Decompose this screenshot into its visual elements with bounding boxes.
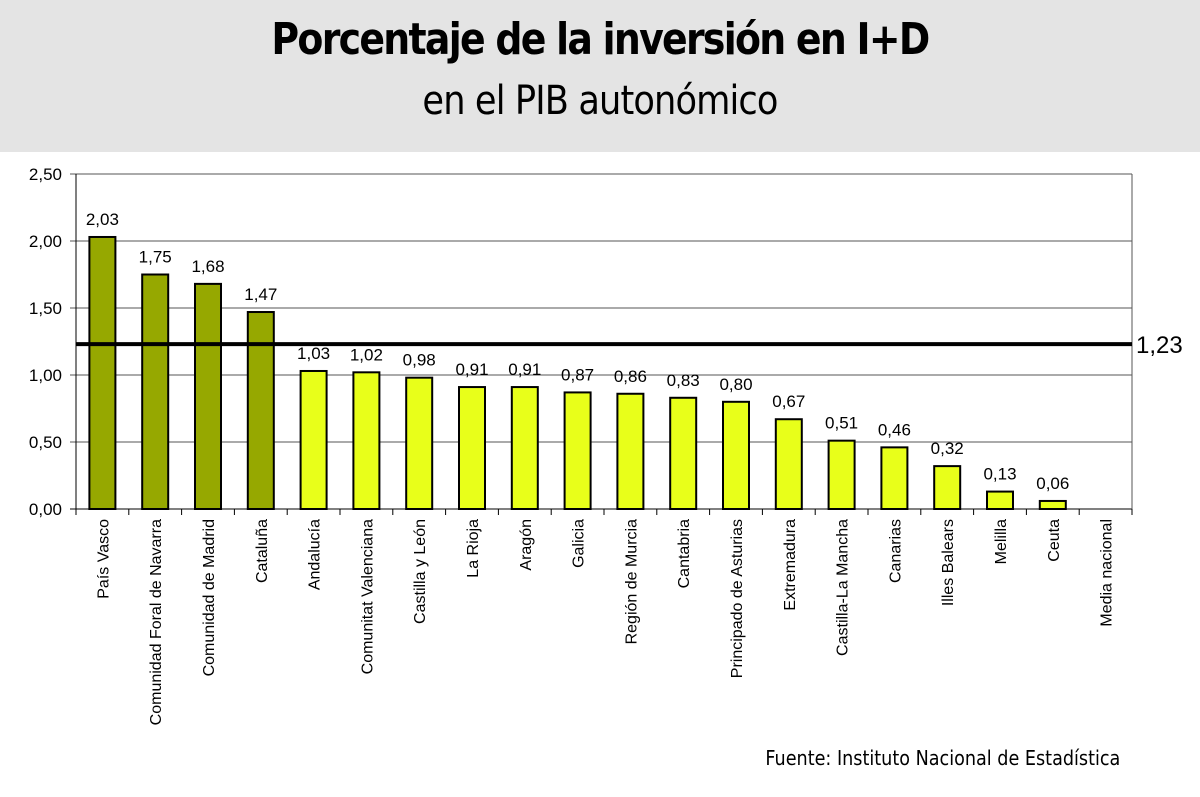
x-tick-label: Galicia bbox=[571, 519, 588, 568]
data-label: 0,67 bbox=[772, 392, 805, 411]
bar bbox=[510, 386, 539, 510]
bar bbox=[299, 369, 328, 511]
reference-value-label: 1,23 bbox=[1136, 332, 1183, 359]
data-label: 0,46 bbox=[878, 420, 911, 439]
x-tick-label: Comunitat Valenciana bbox=[359, 519, 376, 674]
bar bbox=[563, 391, 592, 511]
x-tick-label: Extremadura bbox=[782, 519, 799, 611]
source-note: Fuente: Instituto Nacional de Estadístic… bbox=[765, 746, 1120, 770]
reference-line-label: Media nacional bbox=[1099, 519, 1116, 627]
bar bbox=[352, 371, 381, 510]
data-label: 0,80 bbox=[719, 375, 752, 394]
bar bbox=[1038, 499, 1067, 510]
data-label: 1,03 bbox=[297, 344, 330, 363]
data-label: 1,75 bbox=[139, 248, 172, 267]
bar bbox=[616, 392, 645, 511]
bar bbox=[669, 396, 698, 510]
bar bbox=[986, 490, 1014, 510]
bar bbox=[405, 376, 434, 510]
data-label: 0,98 bbox=[403, 351, 436, 370]
x-tick-label: Principado de Asturias bbox=[729, 519, 746, 678]
x-tick-label: Cantabria bbox=[676, 519, 693, 588]
x-tick-label: Cataluña bbox=[254, 519, 271, 583]
y-tick-label: 1,00 bbox=[29, 366, 62, 385]
bar bbox=[246, 311, 275, 510]
bar bbox=[827, 439, 856, 510]
x-tick-label: Ceuta bbox=[1046, 519, 1063, 562]
x-tick-label: Canarias bbox=[887, 519, 904, 583]
y-tick-label: 1,50 bbox=[29, 299, 62, 318]
data-label: 0,51 bbox=[825, 414, 858, 433]
x-tick-label: Castilla-La Mancha bbox=[835, 519, 852, 656]
bar bbox=[88, 235, 117, 510]
data-label: 0,86 bbox=[614, 367, 647, 386]
data-label: 0,83 bbox=[667, 371, 700, 390]
x-tick-label: Melilla bbox=[993, 519, 1010, 564]
y-tick-label: 2,00 bbox=[29, 232, 62, 251]
x-tick-label: Comunidad de Madrid bbox=[201, 519, 218, 676]
data-label: 1,47 bbox=[244, 285, 277, 304]
chart-title: Porcentaje de la inversión en I+D bbox=[271, 14, 930, 65]
data-label: 0,91 bbox=[508, 360, 541, 379]
data-label: 0,87 bbox=[561, 365, 594, 384]
bar bbox=[194, 282, 222, 510]
data-label: 1,02 bbox=[350, 345, 383, 364]
data-label: 1,68 bbox=[191, 257, 224, 276]
x-tick-label: La Rioja bbox=[465, 519, 482, 578]
bar bbox=[933, 465, 962, 510]
title-banner: Porcentaje de la inversión en I+D en el … bbox=[0, 0, 1200, 152]
bar bbox=[722, 400, 750, 510]
y-tick-label: 0,00 bbox=[29, 500, 62, 519]
x-tick-label: Andalucía bbox=[307, 519, 324, 590]
x-tick-label: Aragón bbox=[518, 519, 535, 571]
bar bbox=[458, 386, 486, 510]
x-tick-label: País Vasco bbox=[95, 519, 112, 599]
y-tick-label: 0,50 bbox=[29, 433, 62, 452]
x-tick-label: Comunidad Foral de Navarra bbox=[148, 519, 165, 725]
y-tick-label: 2,50 bbox=[29, 165, 62, 184]
x-tick-label: Región de Murcia bbox=[623, 519, 640, 645]
bar bbox=[880, 446, 909, 510]
x-tick-label: Castilla y León bbox=[412, 519, 429, 624]
data-label: 0,13 bbox=[983, 465, 1016, 484]
bar bbox=[774, 418, 803, 510]
chart-subtitle: en el PIB autonómico bbox=[422, 78, 778, 124]
bar bbox=[141, 273, 170, 510]
data-label: 0,91 bbox=[455, 360, 488, 379]
data-label: 0,32 bbox=[931, 439, 964, 458]
data-label: 0,06 bbox=[1036, 474, 1069, 493]
data-label: 2,03 bbox=[86, 210, 119, 229]
x-tick-label: Illes Balears bbox=[940, 519, 957, 606]
